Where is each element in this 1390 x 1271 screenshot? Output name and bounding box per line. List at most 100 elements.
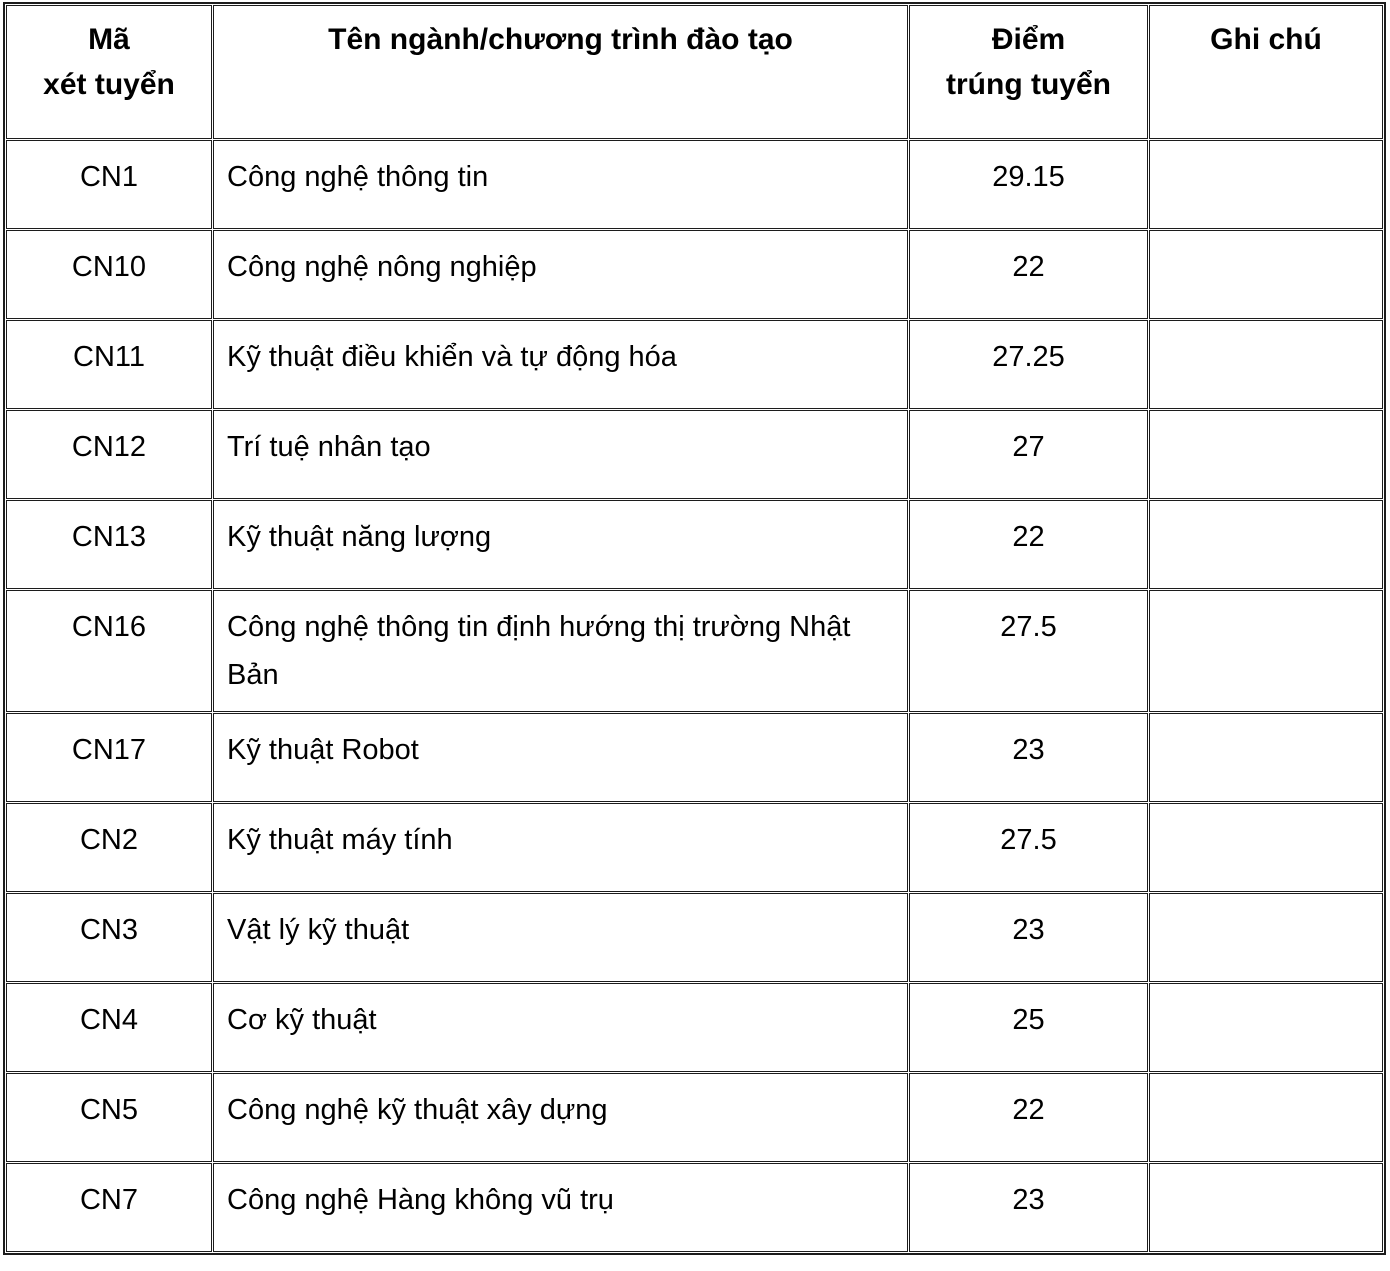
score-cell: 27 [909,410,1148,499]
col-header-admission-score: Điểm trúng tuyển [909,5,1148,139]
table-row: CN10 Công nghệ nông nghiệp 22 [6,230,1383,319]
score-text: 27 [1012,431,1045,463]
admission-code-cell: CN1 [6,140,212,229]
score-cell: 23 [909,893,1148,982]
score-cell: 22 [909,1073,1148,1162]
admission-code-text: CN17 [71,734,147,766]
program-name-text: Công nghệ kỹ thuật xây dựng [227,1094,608,1126]
score-text: 29.15 [992,161,1065,193]
note-cell [1149,590,1383,712]
score-text: 22 [1012,521,1045,553]
admission-code-cell: CN13 [6,500,212,589]
program-name-cell: Công nghệ thông tin định hướng thị trườn… [213,590,908,712]
score-cell: 27.5 [909,803,1148,892]
note-cell [1149,320,1383,409]
admission-code-cell: CN10 [6,230,212,319]
table-row: CN17 Kỹ thuật Robot 23 [6,713,1383,802]
header-row: Mã xét tuyển Tên ngành/chương trình đào … [6,5,1383,139]
admission-code-text: CN10 [71,251,147,283]
admission-code-text: CN13 [71,521,147,553]
admission-scores-table: Mã xét tuyển Tên ngành/chương trình đào … [3,2,1386,1255]
table-row: CN11 Kỹ thuật điều khiển và tự động hóa … [6,320,1383,409]
score-text: 27.5 [1000,824,1057,856]
table-row: CN16 Công nghệ thông tin định hướng thị … [6,590,1383,712]
program-name-cell: Kỹ thuật máy tính [213,803,908,892]
admission-code-text: CN11 [73,341,145,373]
program-name-cell: Công nghệ nông nghiệp [213,230,908,319]
admission-code-cell: CN11 [6,320,212,409]
table-header: Mã xét tuyển Tên ngành/chương trình đào … [6,5,1383,139]
admission-code-cell: CN12 [6,410,212,499]
col-header-program-name: Tên ngành/chương trình đào tạo [213,5,908,139]
note-cell [1149,1073,1383,1162]
note-cell [1149,230,1383,319]
program-name-cell: Kỹ thuật điều khiển và tự động hóa [213,320,908,409]
program-name-cell: Công nghệ Hàng không vũ trụ [213,1163,908,1252]
table-row: CN2 Kỹ thuật máy tính 27.5 [6,803,1383,892]
program-name-cell: Kỹ thuật Robot [213,713,908,802]
program-name-text: Vật lý kỹ thuật [227,914,410,946]
note-cell [1149,500,1383,589]
score-text: 23 [1012,1184,1045,1216]
score-cell: 27.25 [909,320,1148,409]
admission-code-text: CN16 [71,611,147,643]
admission-code-cell: CN7 [6,1163,212,1252]
score-cell: 25 [909,983,1148,1072]
note-cell [1149,983,1383,1072]
program-name-text: Kỹ thuật năng lượng [227,521,492,553]
program-name-text: Kỹ thuật máy tính [227,824,453,856]
table-row: CN1 Công nghệ thông tin 29.15 [6,140,1383,229]
admission-code-text: CN4 [79,1004,138,1036]
admission-code-cell: CN4 [6,983,212,1072]
program-name-cell: Vật lý kỹ thuật [213,893,908,982]
admission-code-text: CN7 [79,1184,138,1216]
score-cell: 22 [909,500,1148,589]
score-text: 22 [1012,1094,1045,1126]
score-cell: 27.5 [909,590,1148,712]
program-name-cell: Trí tuệ nhân tạo [213,410,908,499]
admission-code-text: CN3 [79,914,138,946]
program-name-text: Công nghệ thông tin [227,161,489,193]
program-name-cell: Kỹ thuật năng lượng [213,500,908,589]
program-name-text: Công nghệ nông nghiệp [227,251,537,283]
score-cell: 22 [909,230,1148,319]
table-row: CN13 Kỹ thuật năng lượng 22 [6,500,1383,589]
score-cell: 29.15 [909,140,1148,229]
table-body: CN1 Công nghệ thông tin 29.15 CN10 Công … [6,140,1383,1252]
note-cell [1149,140,1383,229]
admission-code-text: CN1 [79,161,138,193]
note-cell [1149,803,1383,892]
note-cell [1149,1163,1383,1252]
program-name-cell: Cơ kỹ thuật [213,983,908,1072]
program-name-text: Công nghệ thông tin định hướng thị trườn… [227,611,851,691]
col-header-notes: Ghi chú [1149,5,1383,139]
program-name-text: Kỹ thuật Robot [227,734,419,766]
table-row: CN5 Công nghệ kỹ thuật xây dựng 22 [6,1073,1383,1162]
note-cell [1149,410,1383,499]
admission-code-text: CN2 [79,824,138,856]
admission-code-cell: CN3 [6,893,212,982]
score-text: 22 [1012,251,1045,283]
score-text: 23 [1012,914,1045,946]
score-cell: 23 [909,713,1148,802]
admission-code-cell: CN17 [6,713,212,802]
table-row: CN7 Công nghệ Hàng không vũ trụ 23 [6,1163,1383,1252]
program-name-text: Kỹ thuật điều khiển và tự động hóa [227,341,677,373]
table-row: CN4 Cơ kỹ thuật 25 [6,983,1383,1072]
score-text: 23 [1012,734,1045,766]
admission-code-cell: CN2 [6,803,212,892]
program-name-text: Cơ kỹ thuật [227,1004,377,1036]
col-header-admission-code: Mã xét tuyển [6,5,212,139]
score-text: 25 [1012,1004,1045,1036]
score-text: 27.5 [1000,611,1057,643]
note-cell [1149,713,1383,802]
score-text: 27.25 [992,341,1065,373]
score-cell: 23 [909,1163,1148,1252]
program-name-cell: Công nghệ thông tin [213,140,908,229]
admission-code-text: CN5 [79,1094,138,1126]
admission-code-text: CN12 [71,431,147,463]
program-name-cell: Công nghệ kỹ thuật xây dựng [213,1073,908,1162]
admission-code-cell: CN5 [6,1073,212,1162]
